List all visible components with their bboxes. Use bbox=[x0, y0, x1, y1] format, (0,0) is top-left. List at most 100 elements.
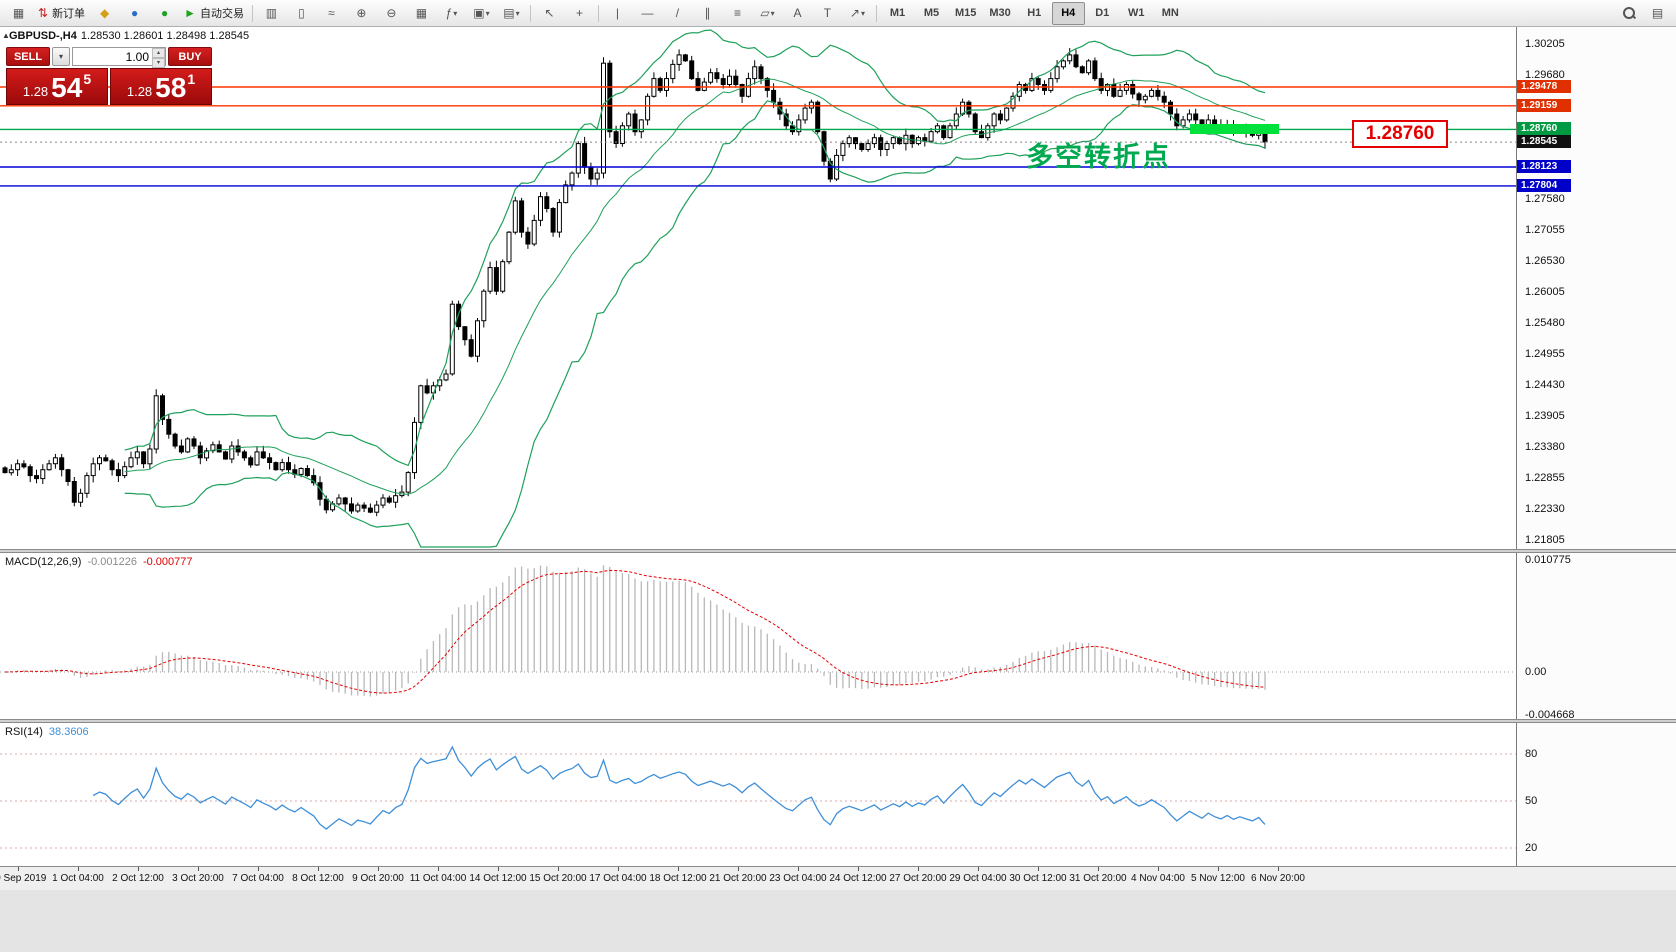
docs-button[interactable]: ▤ bbox=[1643, 2, 1672, 25]
price-callout-box[interactable]: 1.28760 bbox=[1352, 120, 1448, 148]
mailbox-button[interactable]: ● bbox=[120, 2, 149, 25]
panel-splitter[interactable] bbox=[0, 549, 1676, 553]
zoom-out-button[interactable]: ⊖ bbox=[377, 2, 406, 25]
docs-icon: ▤ bbox=[1651, 6, 1664, 20]
cursor-button[interactable]: ↖ bbox=[535, 2, 564, 25]
time-axis-label: 9 Oct 20:00 bbox=[352, 873, 404, 884]
text-icon: A bbox=[793, 6, 802, 20]
chart-area: ▲ GBPUSD-,H4 1.28530 1.28601 1.28498 1.28… bbox=[0, 27, 1676, 952]
zoom-in-button[interactable]: ⊕ bbox=[347, 2, 376, 25]
price-tag-1.28760: 1.28760 bbox=[1517, 122, 1571, 136]
time-axis-label: 8 Oct 12:00 bbox=[292, 873, 344, 884]
rsi-value: 38.3606 bbox=[48, 726, 89, 738]
macd-axis-label: -0.004668 bbox=[1525, 709, 1575, 721]
candlestick-chart-button[interactable]: ▯ bbox=[287, 2, 316, 25]
price-tag-1.28123: 1.28123 bbox=[1517, 160, 1571, 173]
timeframe-h4-button[interactable]: H4 bbox=[1051, 1, 1085, 25]
bar-chart-icon: ▥ bbox=[265, 6, 278, 20]
auto-trading-button[interactable]: ► 自动交易 bbox=[180, 2, 248, 25]
one-click-panel-toggle[interactable]: ▲ bbox=[2, 31, 10, 40]
shapes-button[interactable]: ▱ ▾ bbox=[753, 2, 782, 25]
time-axis-label: 29 Oct 04:00 bbox=[949, 873, 1007, 884]
search-button[interactable] bbox=[1614, 2, 1643, 25]
timeframe-mn-button[interactable]: MN bbox=[1161, 7, 1179, 19]
timeframe-m15-button[interactable]: M15 bbox=[954, 7, 977, 19]
time-tick bbox=[438, 867, 439, 871]
macd-chart[interactable] bbox=[0, 553, 1516, 719]
timeframe-w1-button[interactable]: W1 bbox=[1128, 7, 1145, 19]
time-axis-label: 15 Oct 20:00 bbox=[529, 873, 587, 884]
chevron-down-icon: ▾ bbox=[770, 8, 775, 18]
arrows-button[interactable]: ↗ ▾ bbox=[843, 2, 872, 25]
lot-increase-button[interactable]: ▴ bbox=[152, 48, 165, 58]
time-tick bbox=[1038, 867, 1039, 871]
lot-decrease-button[interactable]: ▾ bbox=[152, 58, 165, 68]
price-axis-label: 1.30205 bbox=[1525, 38, 1565, 50]
price-axis-label: 1.26530 bbox=[1525, 255, 1565, 268]
tile-windows-button[interactable]: ▦ bbox=[407, 2, 436, 25]
time-axis-label: 7 Oct 04:00 bbox=[232, 873, 284, 884]
timeframe-m1-button[interactable]: M1 bbox=[889, 7, 906, 19]
fibonacci-button[interactable]: ≡ bbox=[723, 2, 752, 25]
trendline-button[interactable]: / bbox=[663, 2, 692, 25]
new-chart-button[interactable]: ▦ bbox=[4, 2, 33, 25]
chevron-down-icon: ▾ bbox=[58, 52, 63, 61]
time-axis-label: 3 Oct 20:00 bbox=[172, 873, 224, 884]
templates-icon: ▤ bbox=[503, 6, 515, 20]
indicators-button[interactable]: ƒ ▾ bbox=[437, 2, 466, 25]
new-order-button[interactable]: ⇅ 新订单 bbox=[34, 2, 89, 25]
time-tick bbox=[258, 867, 259, 871]
price-scale[interactable]: 1.302051.296801.291551.286301.281051.275… bbox=[1516, 27, 1676, 866]
time-tick bbox=[858, 867, 859, 871]
bar-chart-button[interactable]: ▥ bbox=[257, 2, 286, 25]
community-button[interactable]: ● bbox=[150, 2, 179, 25]
crosshair-button[interactable]: + bbox=[565, 2, 594, 25]
tile-windows-icon: ▦ bbox=[415, 6, 428, 20]
text-button[interactable]: A bbox=[783, 2, 812, 25]
periods-button[interactable]: ▣ ▾ bbox=[467, 2, 496, 25]
time-tick bbox=[618, 867, 619, 871]
zoom-out-icon: ⊖ bbox=[386, 6, 397, 20]
time-axis-label: 31 Oct 20:00 bbox=[1069, 873, 1127, 884]
alerts-button[interactable]: ◆ bbox=[90, 2, 119, 25]
line-chart-button[interactable]: ≈ bbox=[317, 2, 346, 25]
turning-point-annotation[interactable]: 多空转折点 bbox=[1026, 142, 1171, 172]
sell-price-big: 54 bbox=[51, 72, 83, 103]
price-tag-1.27804: 1.27804 bbox=[1517, 178, 1571, 192]
buy-price-big: 58 bbox=[155, 72, 187, 103]
time-tick bbox=[918, 867, 919, 871]
auto-trading-play-icon: ► bbox=[184, 6, 196, 20]
price-axis-label: 1.25480 bbox=[1525, 317, 1565, 330]
lot-dropdown-button[interactable]: ▾ bbox=[52, 47, 70, 66]
price-axis-label: 1.27055 bbox=[1525, 224, 1565, 237]
channel-button[interactable]: ∥ bbox=[693, 2, 722, 25]
buy-button[interactable]: BUY bbox=[168, 47, 212, 66]
time-tick bbox=[1218, 867, 1219, 871]
timeframe-d1-button[interactable]: D1 bbox=[1095, 7, 1110, 19]
timeframe-h1-button[interactable]: H1 bbox=[1027, 7, 1042, 19]
vertical-line-button[interactable]: | bbox=[603, 2, 632, 25]
buy-price-prefix: 1.28 bbox=[126, 84, 153, 99]
rsi-chart[interactable] bbox=[0, 723, 1516, 866]
time-axis-label: 6 Nov 20:00 bbox=[1251, 873, 1305, 884]
fibonacci-icon: ≡ bbox=[733, 6, 741, 20]
time-scale[interactable]: 29 Sep 2019 1 Oct 04:00 2 Oct 12:00 3 Oct 2… bbox=[0, 866, 1676, 890]
time-axis-label: 1 Oct 04:00 bbox=[52, 873, 104, 884]
time-tick bbox=[678, 867, 679, 871]
lot-size-input[interactable] bbox=[72, 47, 166, 66]
candlestick-chart[interactable] bbox=[0, 27, 1516, 549]
templates-button[interactable]: ▤ ▾ bbox=[497, 2, 526, 25]
horizontal-line-button[interactable]: — bbox=[633, 2, 662, 25]
timeframe-m5-button[interactable]: M5 bbox=[923, 7, 940, 19]
time-axis-label: 2 Oct 12:00 bbox=[112, 873, 164, 884]
toolbar-separator bbox=[529, 4, 531, 22]
buy-price-button[interactable]: 1.28 58 1 bbox=[110, 68, 212, 105]
sell-price-button[interactable]: 1.28 54 5 bbox=[6, 68, 108, 105]
panel-splitter[interactable] bbox=[0, 719, 1676, 723]
toolbar-separator bbox=[251, 4, 253, 22]
text-label-button[interactable]: T bbox=[813, 2, 842, 25]
sell-button[interactable]: SELL bbox=[6, 47, 50, 66]
timeframe-m30-button[interactable]: M30 bbox=[989, 7, 1011, 19]
zoom-in-icon: ⊕ bbox=[356, 6, 367, 20]
rsi-axis-label: 20 bbox=[1525, 842, 1538, 854]
